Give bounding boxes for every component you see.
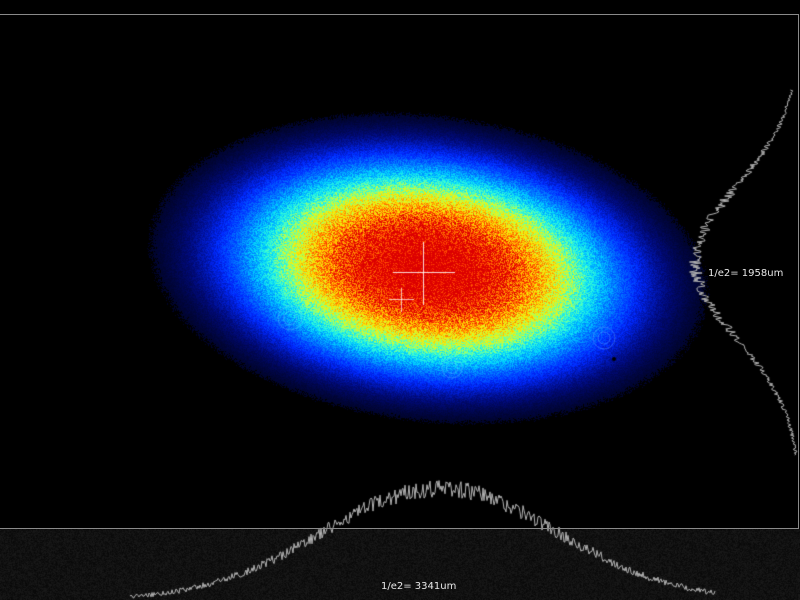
vertical-width-label: 1/e2= 1958um	[708, 268, 784, 279]
horizontal-width-label: 1/e2= 3341um	[381, 581, 457, 592]
